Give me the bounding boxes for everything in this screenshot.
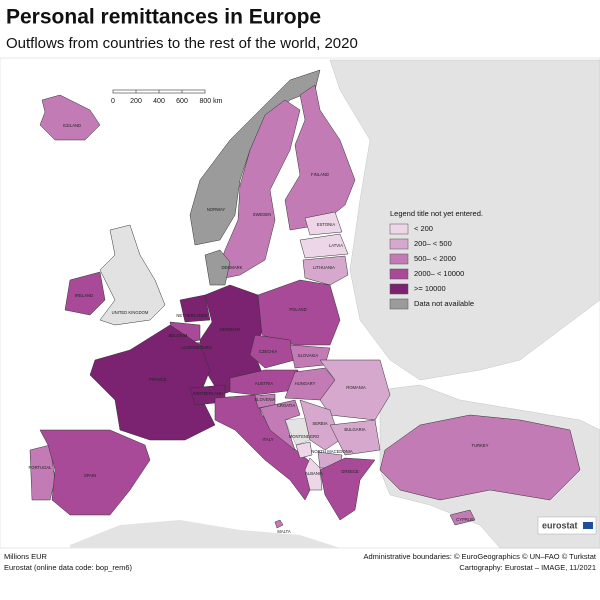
country bbox=[64, 271, 106, 316]
legend-label: >= 10000 bbox=[414, 284, 446, 293]
logo: eurostat bbox=[537, 516, 597, 535]
country-label: IRELAND bbox=[75, 293, 93, 298]
scale-label: 400 bbox=[153, 98, 165, 105]
legend-swatch bbox=[389, 268, 409, 280]
country-label: GREECE bbox=[341, 469, 359, 474]
scale-label: 800 km bbox=[200, 98, 223, 105]
country-label: LITHUANIA bbox=[313, 265, 335, 270]
country bbox=[284, 84, 356, 231]
legend-swatch bbox=[389, 283, 409, 295]
country bbox=[319, 457, 376, 521]
scale-label: 0 bbox=[111, 98, 115, 105]
country bbox=[204, 249, 231, 286]
countries: ICELAND NORWAY SWEDEN FINLAND ESTONIA LATVIA L… bbox=[29, 69, 581, 534]
country bbox=[29, 444, 56, 501]
legend-label: < 200 bbox=[414, 224, 433, 233]
country bbox=[39, 429, 151, 516]
country bbox=[99, 224, 166, 326]
country bbox=[302, 255, 349, 286]
logo-flag bbox=[583, 522, 593, 529]
country-label: BELGIUM bbox=[169, 333, 188, 338]
background-land bbox=[70, 520, 340, 548]
country-label: SWEDEN bbox=[253, 212, 271, 217]
country-label: CZECHIA bbox=[259, 349, 278, 354]
legend: Legend title not yet entered. < 200 200– … bbox=[389, 209, 483, 310]
country-label: AUSTRIA bbox=[255, 381, 273, 386]
country-label: NETHERLANDS bbox=[176, 313, 207, 318]
country bbox=[304, 211, 343, 236]
country-label: NORWAY bbox=[207, 207, 226, 212]
country-label: LATVIA bbox=[329, 243, 343, 248]
legend-title: Legend title not yet entered. bbox=[390, 209, 483, 218]
country bbox=[299, 399, 341, 451]
footer-right: Cartography: Eurostat – IMAGE, 11/2021 bbox=[459, 563, 596, 572]
country-label: SPAIN bbox=[84, 473, 96, 478]
title: Personal remittances in Europe bbox=[6, 6, 321, 29]
country bbox=[89, 324, 216, 441]
country-label: ICELAND bbox=[63, 123, 81, 128]
country-label: FINLAND bbox=[311, 172, 329, 177]
country-label: SLOVENIA bbox=[255, 397, 276, 402]
country bbox=[39, 94, 101, 141]
subtitle: Outflows from countries to the rest of t… bbox=[6, 35, 358, 52]
country-label: TURKEY bbox=[472, 443, 489, 448]
logo-box bbox=[537, 516, 597, 535]
country-label: DENMARK bbox=[222, 265, 243, 270]
legend-label: 200– < 500 bbox=[414, 239, 452, 248]
legend-swatch bbox=[389, 253, 409, 265]
country-label: ALBANIA bbox=[305, 471, 323, 476]
legend-swatch bbox=[389, 298, 409, 310]
legend-swatch bbox=[389, 238, 409, 250]
country bbox=[259, 399, 301, 451]
country bbox=[179, 294, 211, 323]
footer-right: Administrative boundaries: © EuroGeograp… bbox=[363, 552, 596, 561]
country-label: HUNGARY bbox=[295, 381, 316, 386]
legend-swatch bbox=[389, 223, 409, 235]
country bbox=[449, 509, 476, 526]
country bbox=[329, 419, 381, 456]
country-label: MALTA bbox=[277, 529, 291, 534]
country-label: NORTH MACEDONIA bbox=[311, 449, 353, 454]
country-label: ESTONIA bbox=[317, 222, 336, 227]
country-label: SWITZERLAND bbox=[193, 391, 223, 396]
legend-label: 500– < 2000 bbox=[414, 254, 456, 263]
country bbox=[249, 334, 296, 369]
country bbox=[319, 359, 391, 421]
country bbox=[299, 233, 349, 259]
country-label: MONTENEGRO bbox=[289, 434, 320, 439]
country-label: UNITED KINGDOM bbox=[112, 310, 149, 315]
country bbox=[214, 394, 321, 501]
scale-bar: 0 200 400 600 800 km bbox=[111, 89, 223, 105]
country bbox=[214, 99, 301, 281]
logo-text: eurostat bbox=[542, 520, 578, 530]
country-label: ROMANIA bbox=[346, 385, 366, 390]
scale-label: 200 bbox=[130, 98, 142, 105]
country-label: CROATIA bbox=[277, 403, 296, 408]
country-label: BULGARIA bbox=[344, 427, 365, 432]
country-label: SLOVAKIA bbox=[298, 353, 319, 358]
scale-label: 600 bbox=[176, 98, 188, 105]
legend-label: 2000– < 10000 bbox=[414, 269, 464, 278]
country-label: PORTUGAL bbox=[29, 465, 53, 470]
country-label: SERBIA bbox=[312, 421, 328, 426]
country-label: FRANCE bbox=[149, 377, 166, 382]
country-label: LUXEMBOURG bbox=[182, 345, 212, 350]
country-label: CYPRUS bbox=[456, 517, 474, 522]
legend-label: Data not available bbox=[414, 299, 474, 308]
country-label: GERMANY bbox=[219, 327, 240, 332]
country bbox=[304, 457, 323, 491]
country bbox=[274, 519, 284, 529]
footer-left: Millions EUR bbox=[4, 552, 48, 561]
footer-left: Eurostat (online data code: bop_rem6) bbox=[4, 563, 132, 572]
country-label: POLAND bbox=[289, 307, 306, 312]
country bbox=[379, 414, 581, 501]
country-label: ITALY bbox=[262, 437, 273, 442]
country bbox=[295, 441, 313, 459]
